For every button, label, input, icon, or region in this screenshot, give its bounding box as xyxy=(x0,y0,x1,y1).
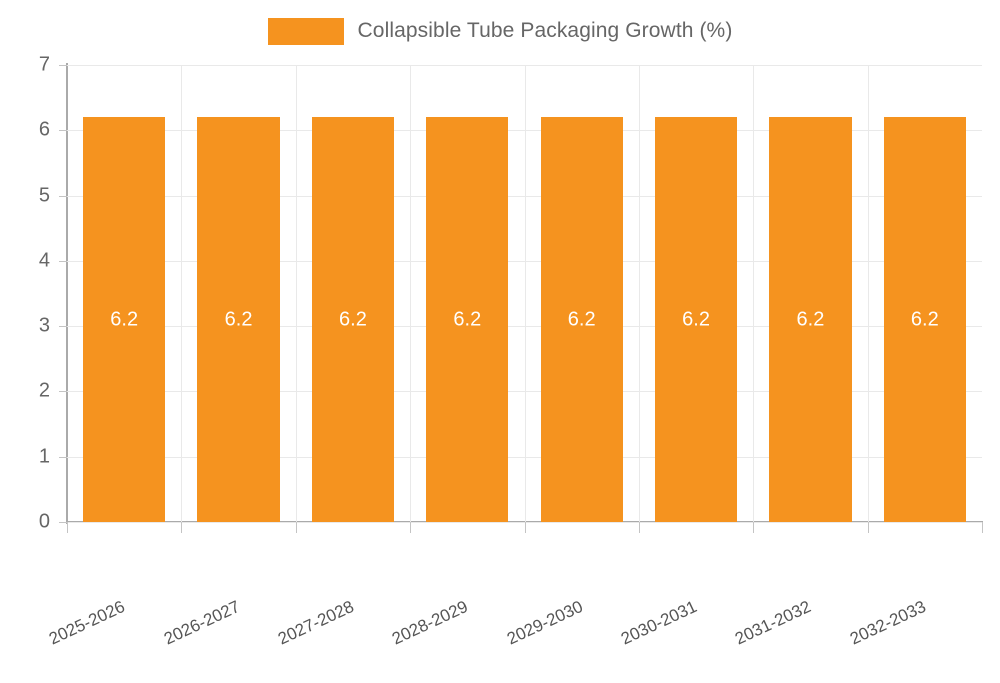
x-tick-mark xyxy=(525,522,526,533)
x-tick-mark xyxy=(868,522,869,533)
gridline-vertical xyxy=(753,65,754,522)
gridline-vertical xyxy=(296,65,297,522)
bar[interactable]: 6.2 xyxy=(540,117,623,522)
y-tick-label: 6 xyxy=(38,118,50,141)
y-tick-label: 0 xyxy=(38,510,50,533)
bar-value-label: 6.2 xyxy=(567,308,596,331)
bar-value-label: 6.2 xyxy=(682,308,710,331)
y-tick-label: 7 xyxy=(38,53,50,76)
bar[interactable]: 6.2 xyxy=(769,117,852,522)
y-tick-label: 2 xyxy=(38,379,50,402)
bar-value-label: 6.2 xyxy=(910,308,939,331)
y-tick-label: 5 xyxy=(38,184,50,207)
gridline-horizontal xyxy=(67,130,982,132)
bar[interactable]: 6.2 xyxy=(197,117,280,522)
x-tick-mark xyxy=(639,522,640,533)
y-tick-label: 1 xyxy=(38,445,50,468)
y-axis-line xyxy=(66,63,68,524)
y-tick-mark xyxy=(59,522,67,523)
gridline-horizontal xyxy=(67,391,982,393)
bar-chart: Collapsible Tube Packaging Growth (%) 0 1… xyxy=(0,8,1000,649)
gridline-horizontal xyxy=(67,260,982,262)
bar-value-label: 6.2 xyxy=(110,308,139,331)
y-tick-mark xyxy=(59,65,67,66)
bar-value-label: 6.2 xyxy=(339,308,367,331)
gridline-horizontal xyxy=(67,65,982,66)
chart-legend: Collapsible Tube Packaging Growth (%) xyxy=(0,8,1000,54)
bar[interactable]: 6.2 xyxy=(426,117,509,522)
gridline-vertical xyxy=(868,65,869,522)
bar[interactable]: 6.2 xyxy=(654,117,738,522)
y-tick-mark xyxy=(59,391,67,393)
y-tick-label: 4 xyxy=(38,249,50,272)
x-tick-mark xyxy=(410,522,411,533)
bar-value-label: 6.2 xyxy=(224,308,253,331)
legend-label: Collapsible Tube Packaging Growth (%) xyxy=(357,19,733,42)
gridline-vertical xyxy=(410,65,411,522)
bar[interactable]: 6.2 xyxy=(311,117,395,522)
bar-value-label: 6.2 xyxy=(796,308,825,331)
gridline-vertical xyxy=(639,65,640,522)
y-tick-mark xyxy=(59,195,67,197)
x-tick-mark xyxy=(982,522,983,533)
legend-swatch-icon xyxy=(267,17,344,45)
gridline-horizontal xyxy=(67,522,982,523)
bar[interactable]: 6.2 xyxy=(83,117,166,522)
x-tick-mark xyxy=(296,522,297,533)
y-tick-mark xyxy=(59,260,67,262)
bar[interactable]: 6.2 xyxy=(883,117,966,522)
gridline-vertical xyxy=(181,65,182,522)
gridline-horizontal xyxy=(67,195,982,197)
x-tick-mark xyxy=(181,522,182,533)
y-tick-mark xyxy=(59,130,67,132)
x-tick-mark xyxy=(753,522,754,533)
gridline-horizontal xyxy=(67,326,982,328)
gridline-horizontal xyxy=(67,456,982,458)
bar-value-label: 6.2 xyxy=(453,308,482,331)
y-tick-label: 3 xyxy=(38,314,50,337)
y-tick-mark xyxy=(59,456,67,458)
x-tick-mark xyxy=(67,522,68,533)
y-tick-mark xyxy=(59,326,67,328)
gridline-vertical xyxy=(525,65,526,522)
